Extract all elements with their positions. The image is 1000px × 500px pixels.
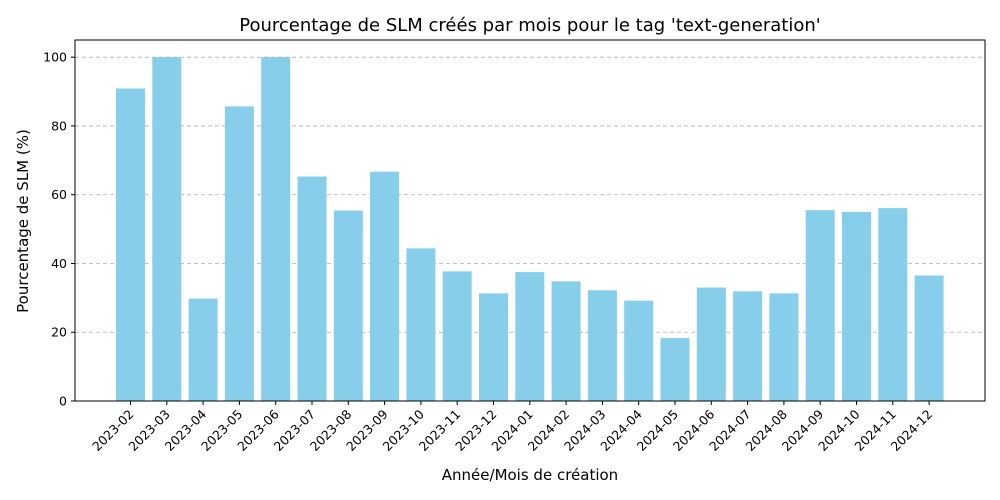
y-tick-label: 100 — [43, 50, 67, 65]
bar-2024-01 — [515, 272, 545, 401]
bar-2024-05 — [660, 338, 690, 401]
bar-2024-02 — [551, 281, 581, 401]
y-tick-label: 80 — [51, 118, 67, 133]
bar-2023-07 — [297, 176, 327, 401]
y-tick-label: 0 — [59, 394, 67, 409]
chart-title: Pourcentage de SLM créés par mois pour l… — [239, 15, 820, 36]
plot-frame — [74, 39, 986, 402]
bar-2024-09 — [805, 210, 835, 401]
bar-2024-04 — [624, 300, 654, 401]
bar-2024-06 — [696, 287, 726, 401]
bar-2023-06 — [261, 57, 291, 401]
bar-2024-08 — [769, 293, 799, 401]
bar-2023-10 — [406, 248, 436, 401]
y-tick-label: 60 — [51, 187, 67, 202]
x-axis-label: Année/Mois de création — [442, 466, 618, 484]
y-tick-label: 40 — [51, 256, 67, 271]
bar-2024-12 — [914, 275, 944, 401]
bar-2024-11 — [878, 208, 908, 401]
y-tick-label: 20 — [51, 325, 67, 340]
bar-2024-10 — [842, 211, 871, 401]
bar-2023-04 — [188, 298, 218, 401]
bar-2023-02 — [116, 88, 145, 401]
bar-2023-12 — [479, 293, 508, 401]
x-axis: 2023-022023-032023-042023-052023-062023-… — [89, 401, 935, 454]
bars-layer — [116, 57, 944, 402]
bar-2024-03 — [587, 290, 617, 401]
bar-2023-03 — [152, 57, 182, 401]
bar-2023-11 — [442, 271, 472, 401]
bar-2023-08 — [333, 210, 363, 401]
y-axis: 0 20 40 60 80 100 — [43, 50, 75, 409]
y-axis-label: Pourcentage de SLM (%) — [14, 129, 32, 313]
bar-2023-09 — [370, 171, 400, 401]
bar-2023-05 — [224, 106, 254, 402]
bar-2024-07 — [733, 291, 763, 401]
